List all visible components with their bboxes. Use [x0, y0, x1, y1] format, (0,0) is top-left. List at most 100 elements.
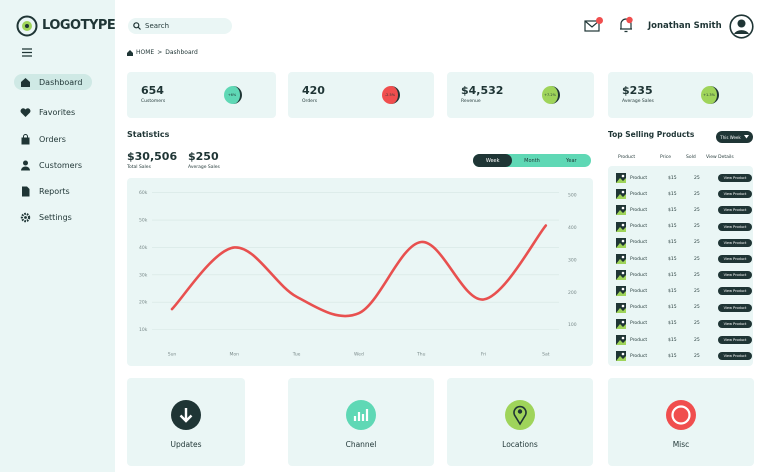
- period-option[interactable]: Week: [473, 154, 513, 167]
- search-icon: [133, 22, 141, 30]
- filter-dropdown[interactable]: This Week: [716, 131, 753, 143]
- stat-value: 420: [302, 84, 325, 97]
- products-title: Top Selling Products: [608, 130, 695, 139]
- product-cell: 25: [694, 175, 700, 181]
- nav-label: Orders: [39, 134, 66, 144]
- y-tick-label: 50k: [139, 218, 148, 224]
- product-row: Product $15 25 View Product: [608, 268, 753, 282]
- product-cell: Product: [630, 240, 648, 246]
- product-image: [616, 205, 626, 216]
- search-box[interactable]: Search: [128, 18, 232, 34]
- tile-icon: [666, 400, 696, 430]
- y2-tick-label: 500: [568, 193, 577, 199]
- tile-label: Misc: [672, 440, 690, 449]
- search-placeholder: Search: [145, 22, 170, 30]
- nav-item[interactable]: Reports: [14, 183, 104, 199]
- stat-change: +1.3%: [701, 86, 719, 104]
- product-cell: Product: [630, 175, 648, 181]
- view-button[interactable]: View Product: [718, 336, 752, 344]
- nav-tile[interactable]: Locations: [447, 378, 593, 466]
- view-button[interactable]: View Product: [718, 352, 752, 361]
- view-button[interactable]: View Product: [718, 238, 752, 247]
- total-sales-label: Total Sales: [127, 165, 151, 170]
- product-image: [616, 189, 626, 200]
- nav-tile[interactable]: Channel: [288, 378, 434, 466]
- product-image: [616, 302, 626, 313]
- view-button[interactable]: View Product: [718, 206, 752, 215]
- y-tick-label: 60k: [139, 190, 148, 196]
- y2-tick-label: 200: [568, 290, 577, 296]
- nav-tile[interactable]: Misc: [608, 378, 754, 466]
- logo-icon: [16, 15, 38, 37]
- dropdown-arrow: [743, 135, 749, 139]
- product-image: [616, 351, 626, 362]
- product-row: Product $15 25 View Product: [608, 252, 753, 266]
- period-option[interactable]: Year: [566, 157, 577, 164]
- product-row: Product $15 25 View Product: [608, 171, 753, 185]
- product-cell: $15: [668, 175, 677, 181]
- view-button[interactable]: View Product: [718, 319, 752, 328]
- stat-text: $235 Average Sales: [622, 84, 654, 104]
- bell-icon[interactable]: [618, 15, 634, 34]
- sales-line: [170, 224, 548, 318]
- x-tick-label: Thu: [416, 352, 426, 358]
- nav-item[interactable]: Settings: [14, 209, 104, 225]
- view-button[interactable]: View Product: [718, 303, 752, 312]
- view-button[interactable]: View Product: [718, 222, 752, 231]
- avatar[interactable]: [729, 14, 754, 39]
- product-cell: Product: [630, 305, 648, 311]
- product-cell: Product: [630, 321, 648, 327]
- stat-card: $4,532 Revenue +7.2%: [447, 72, 594, 118]
- stat-label: Orders: [302, 99, 318, 104]
- period-toggle: Week Month Year: [473, 154, 591, 167]
- nav-label: Favorites: [39, 107, 76, 117]
- product-row: Product $15 25 View Product: [608, 284, 753, 298]
- product-cell: 25: [694, 288, 700, 294]
- mail-icon[interactable]: [584, 16, 604, 34]
- breadcrumb-home[interactable]: HOME: [136, 49, 155, 56]
- product-cell: 25: [694, 353, 700, 359]
- y-tick-label: 30k: [139, 272, 148, 278]
- y-tick-label: 20k: [139, 300, 148, 306]
- view-button[interactable]: View Product: [718, 190, 752, 199]
- stat-value: 654: [141, 84, 164, 97]
- product-row: Product $15 25 View Product: [608, 317, 753, 331]
- nav-item[interactable]: Dashboard: [14, 74, 92, 90]
- product-row: Product $15 25 View Product: [608, 301, 753, 315]
- product-cell: 25: [694, 321, 700, 327]
- stat-value: $4,532: [461, 84, 504, 97]
- product-cell: $15: [668, 207, 677, 213]
- view-button[interactable]: View Product: [718, 287, 752, 296]
- product-cell: $15: [668, 288, 677, 294]
- product-cell: 25: [694, 256, 700, 262]
- nav-item[interactable]: Customers: [14, 157, 104, 173]
- product-cell: $15: [668, 191, 677, 197]
- logo: LOGOTYPE: [42, 18, 116, 33]
- y2-tick-label: 300: [568, 257, 577, 263]
- view-button[interactable]: View Product: [718, 174, 752, 182]
- product-cell: Product: [630, 256, 648, 262]
- product-cell: $15: [668, 256, 677, 262]
- tile-icon: [171, 400, 201, 430]
- y-tick-label: 10k: [139, 327, 148, 333]
- nav-tile[interactable]: Updates: [127, 378, 245, 466]
- period-option[interactable]: Month: [524, 157, 540, 164]
- view-button[interactable]: View Product: [718, 255, 752, 263]
- view-button[interactable]: View Product: [718, 271, 752, 280]
- nav-item[interactable]: Orders: [14, 131, 104, 147]
- product-image: [616, 173, 626, 183]
- nav-label: Reports: [39, 186, 70, 196]
- product-image: [616, 221, 626, 232]
- breadcrumb-separator: >: [157, 49, 163, 56]
- total-sales: $30,506 Total Sales: [127, 150, 177, 170]
- user-name[interactable]: Jonathan Smith: [648, 21, 722, 31]
- product-cell: $15: [668, 272, 677, 278]
- nav-icon: [20, 107, 31, 117]
- stat-card: $235 Average Sales +1.3%: [608, 72, 753, 118]
- total-sales-value: $30,506: [127, 150, 178, 163]
- nav-item[interactable]: Favorites: [14, 104, 104, 120]
- products-header: Product Price Sold View Details: [608, 150, 753, 164]
- product-cell: $15: [668, 337, 677, 343]
- nav-icon: [21, 133, 30, 144]
- menu-icon[interactable]: [21, 47, 33, 58]
